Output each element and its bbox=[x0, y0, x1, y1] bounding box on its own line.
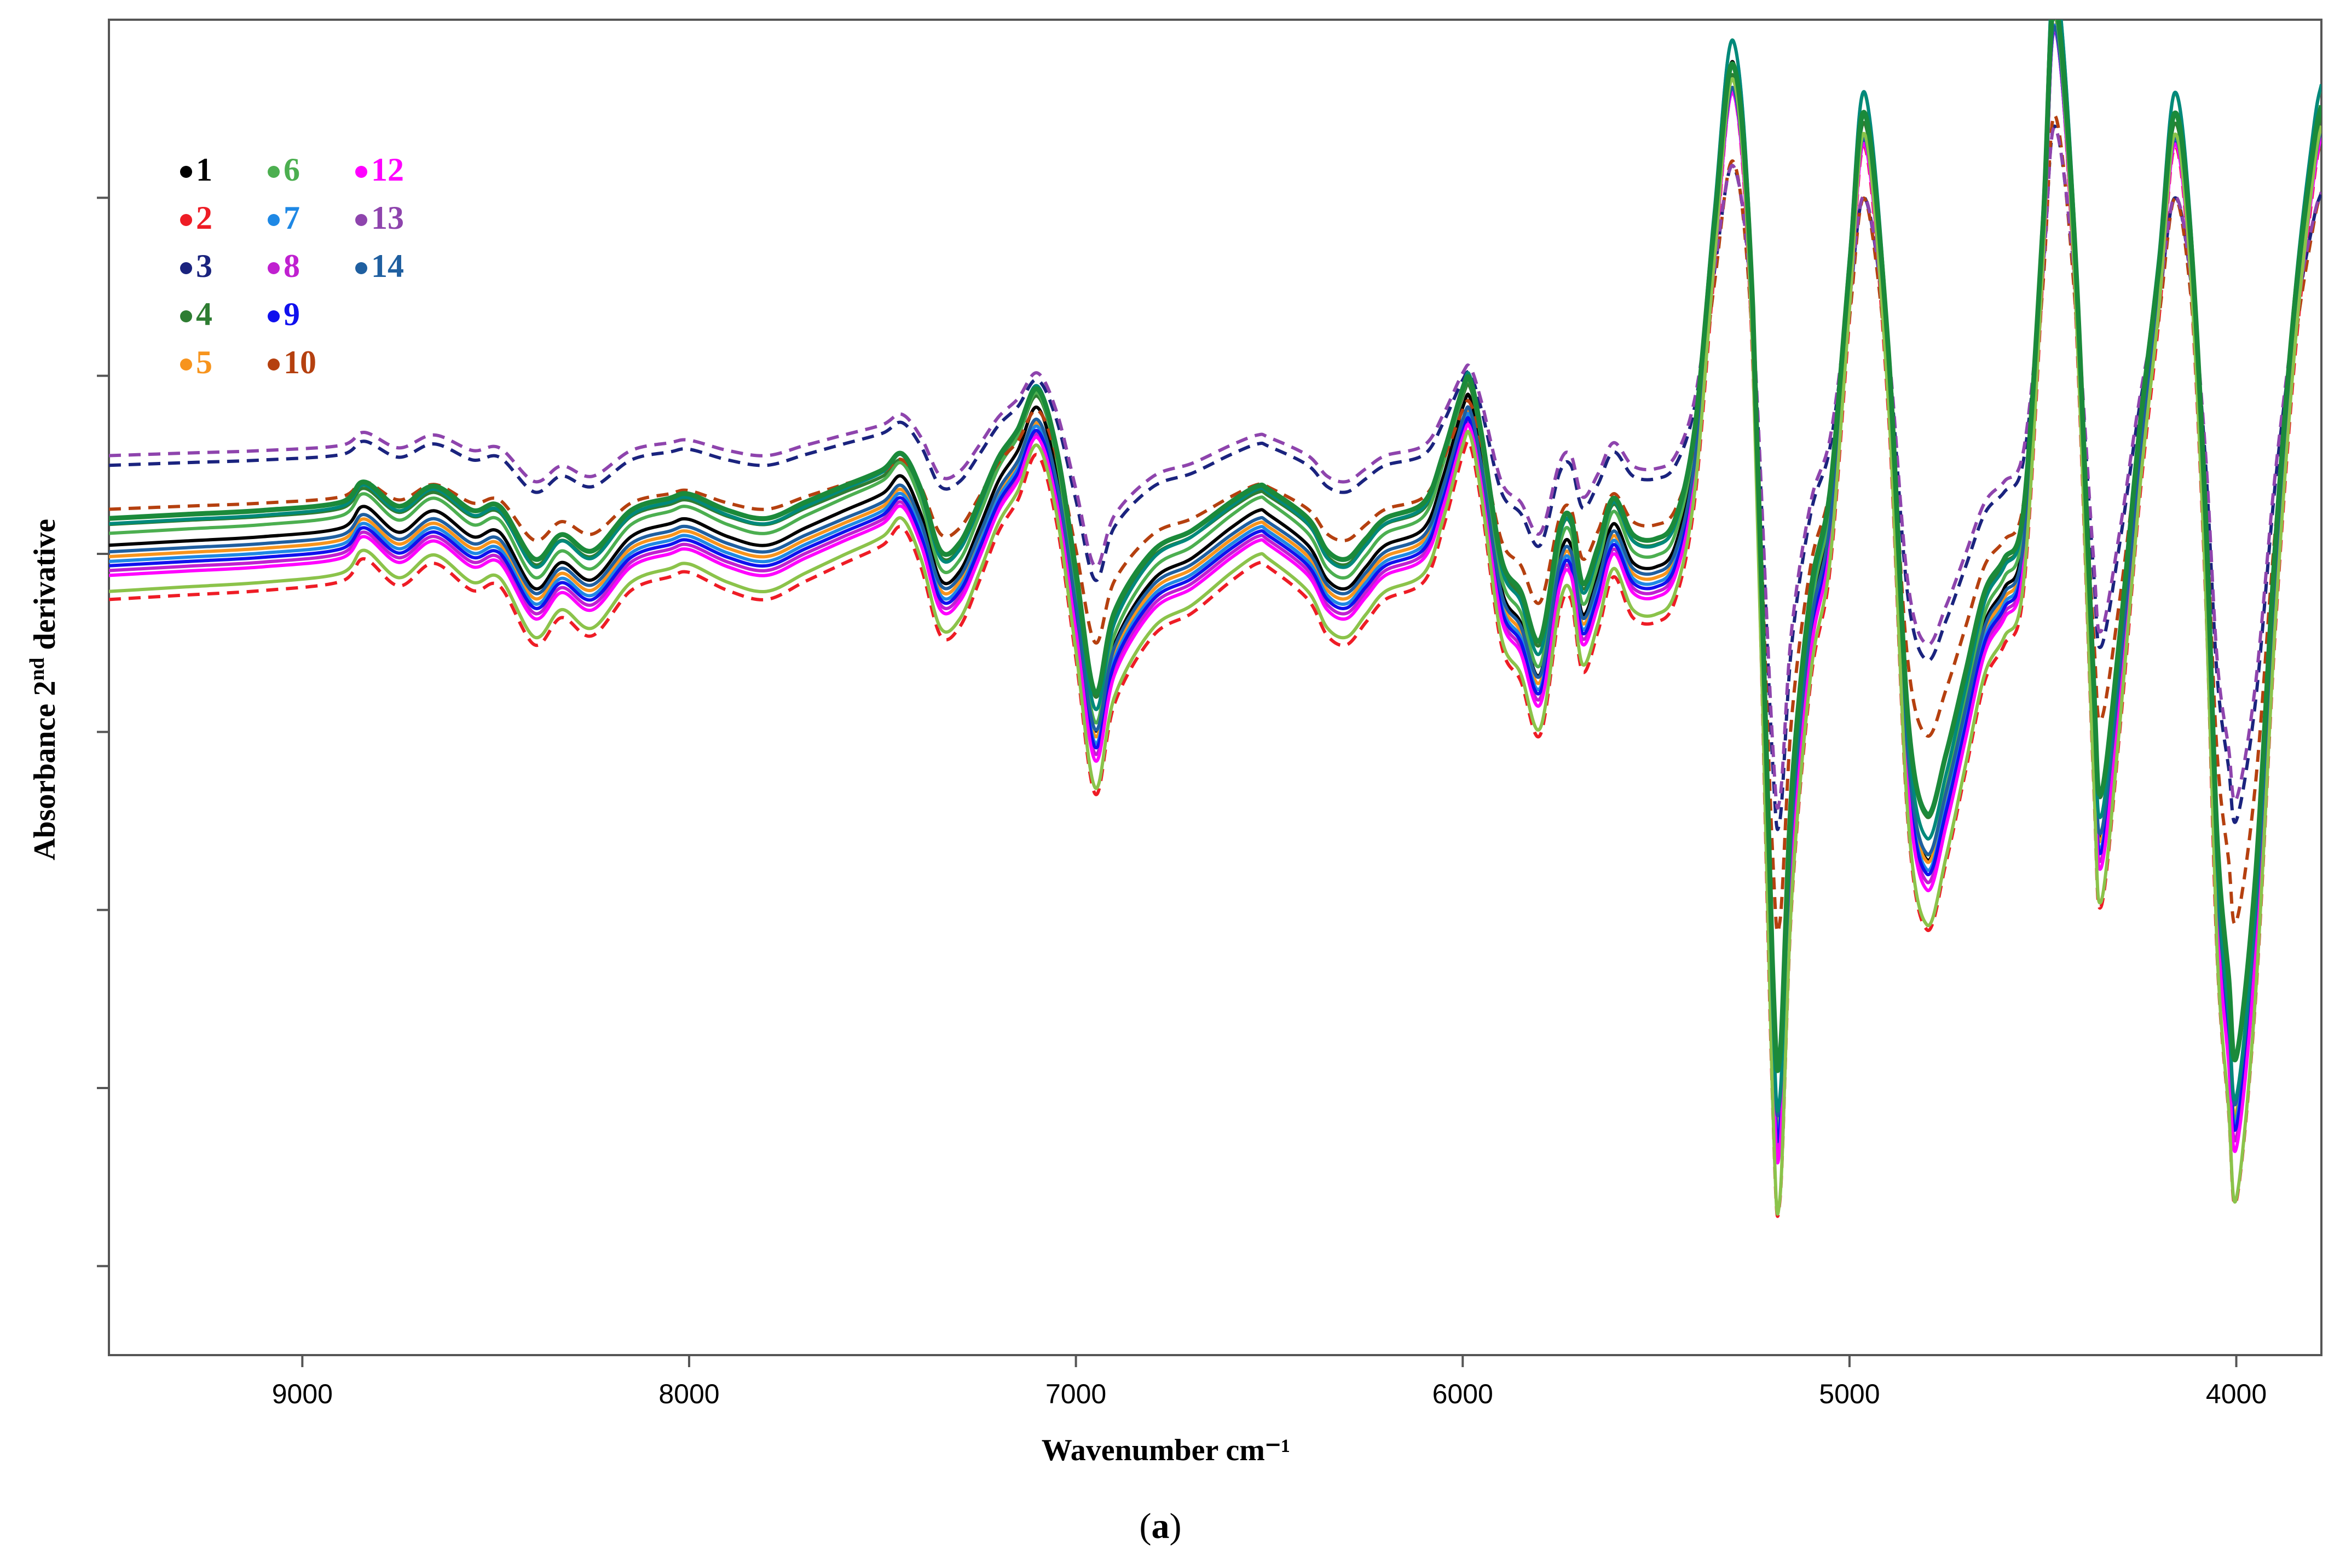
caption-open: ( bbox=[1140, 1506, 1152, 1546]
series-line-12 bbox=[109, 26, 2321, 1165]
legend-label: 14 bbox=[371, 248, 404, 284]
y-axis-title-sup: nd bbox=[26, 657, 49, 680]
y-axis-ticks bbox=[97, 196, 109, 1268]
legend-item-2: 2 bbox=[180, 200, 212, 236]
legend-item-1: 1 bbox=[180, 152, 212, 188]
x-tick-label: 4000 bbox=[2206, 1379, 2267, 1409]
legend-label: 1 bbox=[196, 152, 212, 188]
legend-label: 13 bbox=[371, 200, 404, 236]
legend-item-9: 9 bbox=[268, 296, 300, 332]
series-line-13 bbox=[109, 125, 2321, 810]
legend-item-5: 5 bbox=[180, 344, 212, 380]
legend-label: 3 bbox=[196, 248, 212, 284]
legend-label: 7 bbox=[284, 200, 300, 236]
legend-item-7: 7 bbox=[268, 200, 300, 236]
legend-label: 6 bbox=[284, 152, 300, 188]
figure-caption: (a) bbox=[1140, 1506, 1182, 1546]
legend-marker bbox=[180, 310, 192, 322]
x-tick-label: 9000 bbox=[272, 1379, 333, 1409]
x-axis-ticks: 9000 8000 7000 6000 5000 4000 bbox=[272, 1355, 2267, 1409]
legend-marker bbox=[355, 166, 367, 178]
x-tick-label: 6000 bbox=[1432, 1379, 1493, 1409]
legend-label: 12 bbox=[371, 152, 404, 188]
legend-marker bbox=[268, 214, 280, 226]
y-axis-title-rest: derivative bbox=[28, 519, 62, 657]
series-line-3 bbox=[109, 124, 2321, 831]
legend-marker bbox=[180, 214, 192, 226]
legend-label: 4 bbox=[196, 296, 212, 332]
legend-item-13: 13 bbox=[355, 200, 404, 236]
legend-item-6: 6 bbox=[268, 152, 300, 188]
legend-label: 10 bbox=[284, 344, 316, 380]
legend-item-12: 12 bbox=[355, 152, 404, 188]
x-tick-label: 5000 bbox=[1819, 1379, 1880, 1409]
legend-marker bbox=[268, 166, 280, 178]
x-tick-label: 7000 bbox=[1045, 1379, 1106, 1409]
series-lines bbox=[109, 20, 2321, 1218]
legend-item-3: 3 bbox=[180, 248, 212, 284]
unlabeled-line-3 bbox=[109, 20, 2321, 1073]
legend-item-10: 10 bbox=[268, 344, 316, 380]
legend-marker bbox=[268, 310, 280, 322]
legend-label: 5 bbox=[196, 344, 212, 380]
legend-marker bbox=[355, 262, 367, 274]
legend-item-14: 14 bbox=[355, 248, 404, 284]
legend-item-8: 8 bbox=[268, 248, 300, 284]
caption-close: ) bbox=[1170, 1506, 1182, 1546]
legend-label: 8 bbox=[284, 248, 300, 284]
legend-item-4: 4 bbox=[180, 296, 212, 332]
x-tick-label: 8000 bbox=[658, 1379, 719, 1409]
legend-label: 2 bbox=[196, 200, 212, 236]
legend-marker bbox=[180, 166, 192, 178]
legend-marker bbox=[180, 262, 192, 274]
legend-marker bbox=[180, 358, 192, 371]
legend-marker bbox=[268, 262, 280, 274]
unlabeled-line-1 bbox=[109, 20, 2321, 1216]
legend-marker bbox=[268, 358, 280, 371]
y-axis-title-main: Absorbance 2 bbox=[28, 681, 62, 860]
caption-letter: a bbox=[1152, 1506, 1170, 1546]
legend-label: 9 bbox=[284, 296, 300, 332]
y-axis-title: Absorbance 2nd derivative bbox=[26, 519, 62, 860]
plot-frame bbox=[108, 19, 2322, 1356]
x-axis-title: Wavenumber cm⁻¹ bbox=[1042, 1433, 1290, 1467]
legend-marker bbox=[355, 214, 367, 226]
